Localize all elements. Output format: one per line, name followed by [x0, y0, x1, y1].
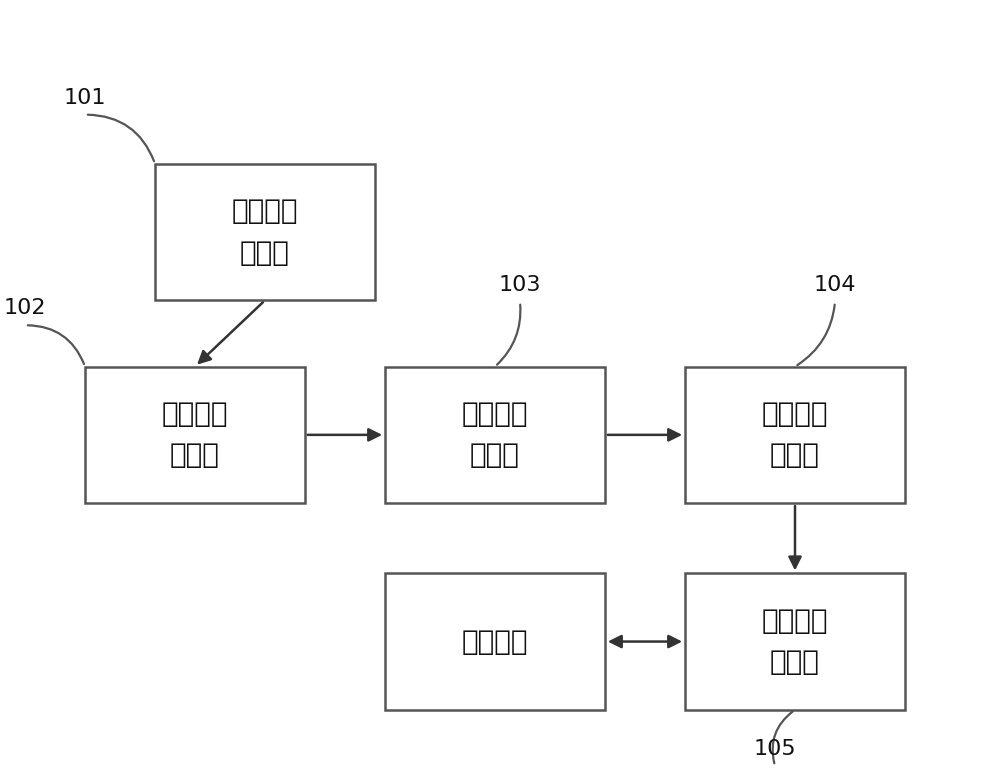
- Text: 移动终端: 移动终端: [462, 628, 528, 655]
- Text: 103: 103: [499, 275, 541, 295]
- Text: 104: 104: [814, 275, 856, 295]
- Text: 可见光发
送模块: 可见光发 送模块: [762, 400, 828, 470]
- Bar: [385, 367, 605, 503]
- Text: 105: 105: [754, 739, 796, 759]
- Text: 可见光编
码模块: 可见光编 码模块: [462, 400, 528, 470]
- Text: 可见光控
制模块: 可见光控 制模块: [232, 197, 298, 267]
- Text: 101: 101: [64, 87, 106, 108]
- Bar: [155, 164, 375, 300]
- Bar: [85, 367, 305, 503]
- Bar: [685, 573, 905, 710]
- Text: 可见光接
收模块: 可见光接 收模块: [762, 607, 828, 676]
- Text: 102: 102: [4, 298, 46, 318]
- Bar: [385, 573, 605, 710]
- Text: 可见光发
生模块: 可见光发 生模块: [162, 400, 228, 470]
- Bar: [685, 367, 905, 503]
